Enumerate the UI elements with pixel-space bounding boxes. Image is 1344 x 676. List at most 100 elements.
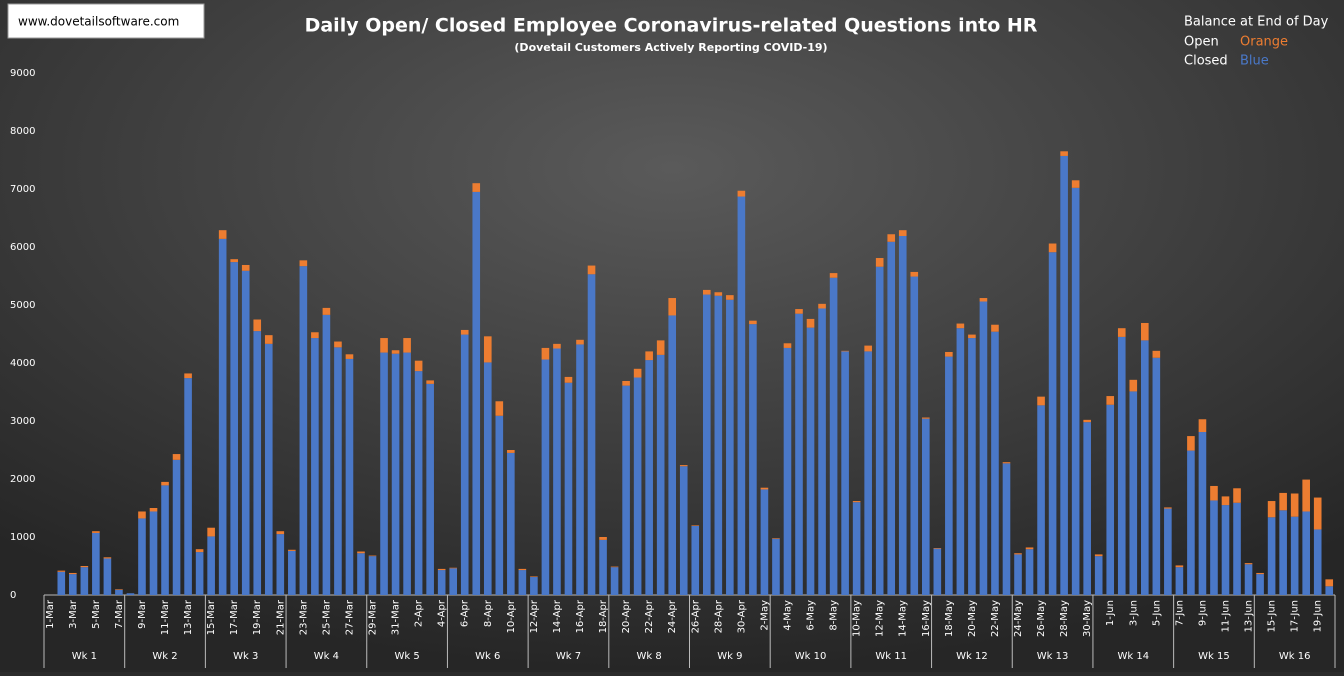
bar-segment bbox=[138, 518, 146, 595]
bar-segment bbox=[80, 567, 89, 595]
bar-segment bbox=[161, 481, 169, 486]
bar-segment bbox=[645, 351, 653, 361]
bar-segment bbox=[1002, 462, 1011, 464]
bar-segment bbox=[1187, 436, 1195, 451]
bar-segment bbox=[1198, 432, 1207, 595]
bar-segment bbox=[264, 343, 273, 595]
bar-segment bbox=[472, 183, 481, 192]
bar-segment bbox=[1037, 396, 1045, 406]
bar-segment bbox=[841, 350, 849, 352]
bar-segment bbox=[599, 539, 607, 595]
y-tick-label: 8000 bbox=[10, 126, 35, 137]
bar-segment bbox=[403, 352, 411, 595]
bar-segment bbox=[1302, 479, 1310, 512]
x-tick-label: 2-Apr bbox=[414, 599, 425, 627]
bar-segment bbox=[1002, 463, 1011, 595]
bar-segment bbox=[276, 531, 285, 535]
bar-segment bbox=[898, 230, 907, 236]
x-tick-label: 16-May bbox=[921, 600, 932, 637]
bar-segment bbox=[1014, 554, 1022, 595]
bar-segment bbox=[218, 230, 227, 239]
bar-segment bbox=[495, 401, 504, 416]
x-tick-label: 6-Apr bbox=[460, 599, 471, 627]
bar-segment bbox=[818, 303, 826, 309]
bar-segment bbox=[691, 525, 700, 526]
bar-segment bbox=[518, 568, 527, 571]
x-tick-label: 22-May bbox=[990, 600, 1001, 637]
bar-segment bbox=[1025, 549, 1034, 595]
x-tick-label: 26-May bbox=[1036, 600, 1047, 637]
bar-segment bbox=[1164, 508, 1172, 595]
bar-segment bbox=[368, 555, 377, 557]
bar-segment bbox=[1256, 572, 1264, 575]
x-tick-label: 16-Apr bbox=[575, 599, 586, 633]
bar-segment bbox=[426, 380, 434, 384]
bar-segment bbox=[230, 259, 238, 263]
bar-segment bbox=[472, 191, 481, 595]
bar-segment bbox=[622, 385, 630, 595]
bar-segment bbox=[1083, 422, 1091, 595]
bar-segment bbox=[875, 258, 884, 267]
legend-label: Open bbox=[1184, 35, 1219, 50]
x-tick-label: 18-May bbox=[944, 600, 955, 637]
bar-segment bbox=[749, 324, 757, 595]
bar-segment bbox=[760, 487, 769, 490]
legend: Balance at End of Day Open Orange Closed… bbox=[1184, 15, 1329, 69]
bar-segment bbox=[910, 276, 919, 595]
bar-segment bbox=[57, 571, 66, 595]
bar-segment bbox=[507, 450, 515, 453]
bar-segment bbox=[702, 294, 711, 595]
bar-segment bbox=[391, 350, 400, 354]
bar-segment bbox=[1279, 492, 1287, 511]
bar-segment bbox=[864, 345, 872, 352]
bar-segment bbox=[587, 274, 596, 595]
bar-segment bbox=[460, 334, 469, 595]
x-tick-label: 14-May bbox=[898, 600, 909, 637]
x-tick-label: 5-Mar bbox=[91, 599, 102, 629]
bar-segment bbox=[207, 536, 215, 595]
x-tick-label: 18-Apr bbox=[598, 599, 609, 633]
bar-segment bbox=[483, 336, 492, 363]
bar-segment bbox=[115, 589, 123, 590]
bar-segment bbox=[1014, 553, 1022, 555]
x-tick-label: 7-Mar bbox=[114, 599, 125, 629]
bar-segment bbox=[288, 549, 296, 551]
x-tick-label: 9-Jun bbox=[1197, 600, 1208, 626]
bar-segment bbox=[530, 577, 538, 595]
week-label: Wk 8 bbox=[637, 651, 662, 662]
x-tick-label: 4-May bbox=[782, 600, 793, 631]
legend-label: Closed bbox=[1184, 54, 1228, 69]
bar-segment bbox=[806, 318, 815, 328]
bar-segment bbox=[230, 262, 238, 595]
week-label: Wk 10 bbox=[795, 651, 827, 662]
bar-segment bbox=[57, 570, 66, 572]
bar-segment bbox=[299, 266, 308, 595]
bar-segment bbox=[772, 538, 780, 539]
bar-segment bbox=[1325, 579, 1334, 587]
source-box bbox=[7, 3, 205, 39]
bar-segment bbox=[115, 589, 123, 595]
bar-segment bbox=[1094, 556, 1103, 595]
bar-segment bbox=[829, 277, 838, 595]
bar-segment bbox=[368, 556, 377, 595]
bar-segment bbox=[541, 359, 550, 595]
bar-segment bbox=[1106, 396, 1115, 405]
bar-segment bbox=[345, 354, 354, 359]
bar-segment bbox=[1221, 496, 1230, 506]
bar-segment bbox=[668, 315, 677, 595]
bar-segment bbox=[322, 307, 331, 315]
bar-segment bbox=[1048, 252, 1057, 595]
x-tick-label: 20-Apr bbox=[621, 599, 632, 633]
week-label: Wk 15 bbox=[1198, 651, 1230, 662]
bar-segment bbox=[1106, 404, 1115, 595]
week-label: Wk 2 bbox=[152, 651, 177, 662]
bar-segment bbox=[1256, 574, 1264, 595]
bar-segment bbox=[1129, 379, 1138, 392]
x-tick-label: 5-Jun bbox=[1151, 600, 1162, 626]
bar-segment bbox=[1290, 493, 1299, 517]
week-label: Wk 16 bbox=[1279, 651, 1311, 662]
bar-segment bbox=[818, 308, 826, 595]
bar-segment bbox=[1094, 554, 1103, 557]
week-label: Wk 1 bbox=[72, 651, 97, 662]
y-tick-label: 9000 bbox=[10, 68, 35, 79]
